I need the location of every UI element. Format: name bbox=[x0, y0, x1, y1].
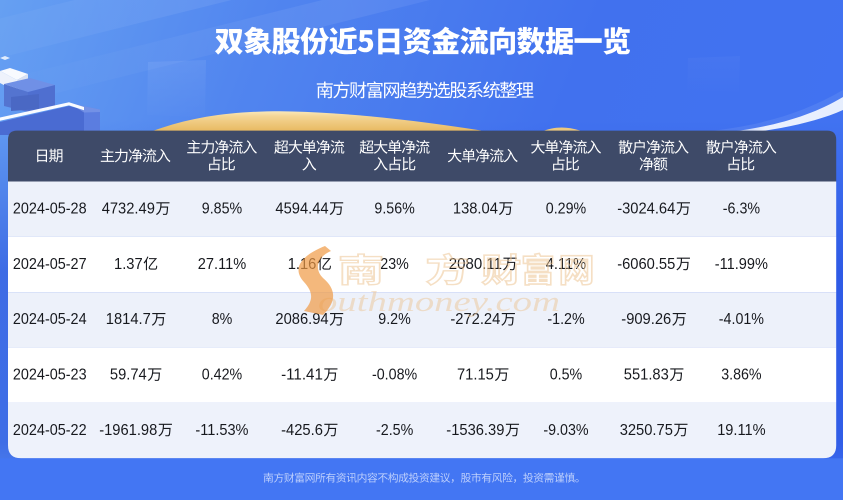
svg-text:2024-05-28: 2024-05-28 bbox=[13, 201, 87, 218]
svg-text:19.11%: 19.11% bbox=[717, 422, 766, 439]
svg-text:1.37: 1.37 bbox=[114, 256, 143, 273]
svg-text:-0.08%: -0.08% bbox=[372, 367, 417, 384]
svg-text:27.11%: 27.11% bbox=[198, 256, 247, 273]
svg-text:-1961.98: -1961.98 bbox=[99, 422, 157, 439]
svg-text:3250.75: 3250.75 bbox=[620, 422, 673, 439]
svg-text:-2.5%: -2.5% bbox=[376, 422, 413, 439]
svg-text:3.86%: 3.86% bbox=[721, 367, 762, 384]
svg-text:71.15: 71.15 bbox=[457, 367, 494, 384]
svg-text:-1536.39: -1536.39 bbox=[446, 422, 504, 439]
svg-text:0.5%: 0.5% bbox=[550, 367, 583, 384]
svg-text:9.2%: 9.2% bbox=[378, 311, 411, 328]
svg-text:-1.2%: -1.2% bbox=[547, 311, 584, 328]
svg-text:-11.99%: -11.99% bbox=[715, 256, 768, 273]
svg-text:9.56%: 9.56% bbox=[374, 201, 415, 218]
svg-text:0.29%: 0.29% bbox=[546, 201, 587, 218]
svg-text:-9.03%: -9.03% bbox=[543, 422, 588, 439]
svg-text:138.04: 138.04 bbox=[453, 201, 498, 218]
svg-text:9.85%: 9.85% bbox=[202, 201, 243, 218]
svg-text:4732.49: 4732.49 bbox=[102, 201, 155, 218]
svg-text:-6060.55: -6060.55 bbox=[617, 256, 675, 273]
svg-text:-3024.64: -3024.64 bbox=[617, 201, 675, 218]
svg-text:-272.24: -272.24 bbox=[450, 311, 500, 328]
svg-text:-4.01%: -4.01% bbox=[719, 311, 764, 328]
svg-text:2086.94: 2086.94 bbox=[275, 311, 329, 328]
svg-text:23%: 23% bbox=[380, 256, 409, 273]
svg-text:2024-05-27: 2024-05-27 bbox=[13, 256, 87, 273]
svg-text:-11.53%: -11.53% bbox=[195, 422, 248, 439]
svg-text:-425.6: -425.6 bbox=[281, 422, 323, 439]
svg-text:2024-05-23: 2024-05-23 bbox=[13, 367, 87, 384]
svg-text:59.74: 59.74 bbox=[110, 367, 147, 384]
svg-text:1814.7: 1814.7 bbox=[106, 311, 151, 328]
svg-text:-11.41: -11.41 bbox=[281, 367, 323, 384]
svg-text:-6.3%: -6.3% bbox=[723, 201, 760, 218]
svg-text:551.83: 551.83 bbox=[624, 367, 669, 384]
svg-text:4594.44: 4594.44 bbox=[275, 201, 329, 218]
svg-text:0.42%: 0.42% bbox=[202, 367, 243, 384]
svg-text:2024-05-24: 2024-05-24 bbox=[13, 311, 87, 328]
svg-text:outhmoney.com: outhmoney.com bbox=[318, 286, 560, 318]
svg-text:8%: 8% bbox=[212, 311, 233, 328]
svg-text:2024-05-22: 2024-05-22 bbox=[13, 422, 87, 439]
svg-text:-909.26: -909.26 bbox=[621, 311, 671, 328]
